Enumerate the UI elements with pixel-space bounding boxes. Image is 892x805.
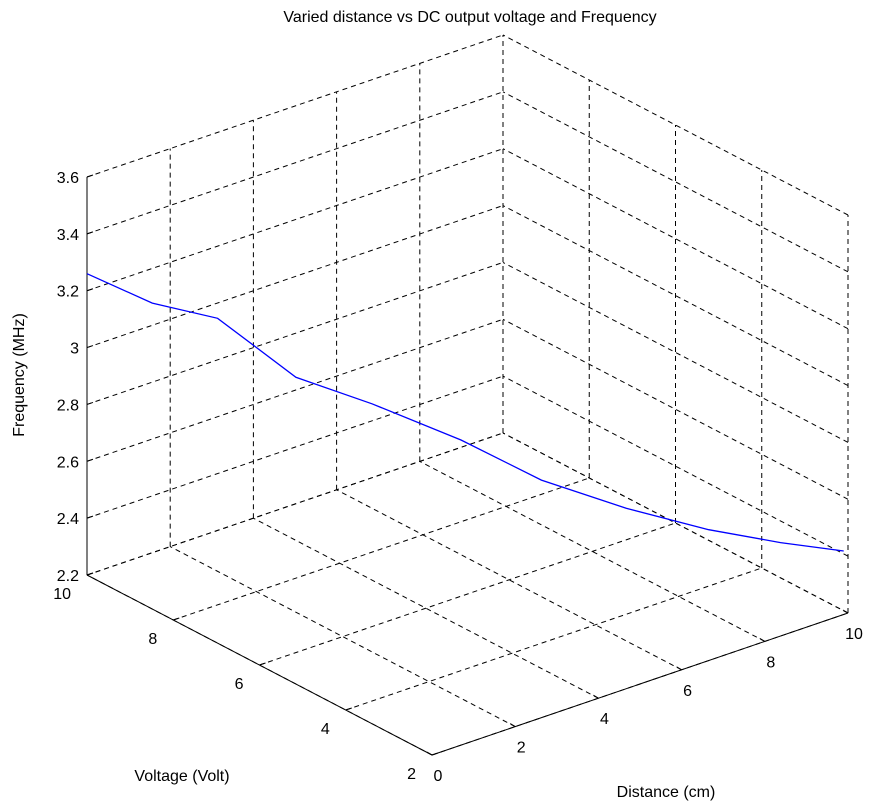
x-tick-mark <box>676 666 682 671</box>
back-wall-grid-line <box>86 91 504 235</box>
x-axis-label: Distance (cm) <box>617 784 716 801</box>
back-wall-grid-line <box>86 205 504 349</box>
x-tick-label: 4 <box>600 711 609 728</box>
back-wall-grid-line <box>86 375 504 519</box>
z-tick-mark <box>86 345 94 349</box>
x-tick-label: 2 <box>517 740 526 757</box>
z-tick-label: 3 <box>70 341 79 358</box>
y-tick-label: 4 <box>321 721 330 738</box>
back-wall-grid-line <box>86 318 504 462</box>
y-tick-mark <box>259 662 266 666</box>
y-tick-mark <box>431 752 439 756</box>
z-tick-mark <box>86 458 94 462</box>
side-wall-grid-line <box>502 432 849 614</box>
y-tick-label: 6 <box>235 676 244 693</box>
y-tick-label: 8 <box>148 631 157 648</box>
floor-grid-line <box>259 522 676 666</box>
z-tick-label: 2.4 <box>57 511 79 528</box>
floor-grid-line <box>419 460 766 642</box>
chart-title: Varied distance vs DC output voltage and… <box>283 9 656 26</box>
z-axis-label: Frequency (MHz) <box>11 313 28 437</box>
series-line <box>86 273 844 552</box>
y-tick-mark <box>173 617 180 621</box>
back-wall-grid-line <box>86 34 504 178</box>
axis-lines <box>86 174 849 756</box>
z-tick-label: 2.6 <box>57 454 79 471</box>
x-tick-mark <box>509 723 516 728</box>
x-tick-label: 6 <box>683 683 692 700</box>
side-wall-grid-line <box>502 261 849 443</box>
x-tick-mark <box>759 637 766 642</box>
z-tick-label: 3.4 <box>57 227 79 244</box>
y-tick-mark <box>345 707 352 711</box>
floor-grid-line <box>336 489 682 671</box>
x-tick-label: 8 <box>766 654 775 671</box>
y-tick-label: 2 <box>407 766 416 783</box>
back-wall-grid-line <box>86 432 504 576</box>
z-tick-mark <box>86 231 94 235</box>
side-wall-grid-line <box>502 34 849 216</box>
side-wall-grid-line <box>502 148 849 330</box>
floor-grid-line <box>345 567 762 711</box>
x-tick-mark <box>593 694 599 699</box>
z-tick-mark <box>86 288 94 292</box>
x-tick-label: 10 <box>845 626 863 643</box>
z-tick-label: 2.2 <box>57 568 79 585</box>
back-wall-grid-line <box>86 148 504 292</box>
grid-lines <box>86 34 849 756</box>
side-wall-grid-line <box>502 318 849 500</box>
y-axis-label: Voltage (Volt) <box>134 768 229 785</box>
data-series <box>86 273 844 552</box>
z-tick-label: 3.6 <box>57 170 79 187</box>
back-wall-grid-line <box>86 261 504 405</box>
z-tick-mark <box>86 515 94 519</box>
side-wall-grid-line <box>502 375 849 557</box>
floor-grid-line <box>169 546 516 728</box>
y-tick-label: 10 <box>53 586 71 603</box>
x-tick-label: 0 <box>434 768 443 785</box>
floor-grid-line <box>253 517 599 699</box>
x-axis-line <box>431 612 849 756</box>
x-tick-mark <box>426 751 433 756</box>
z-tick-mark <box>86 572 94 576</box>
z-tick-mark <box>86 401 94 405</box>
floor-grid-line <box>173 477 590 621</box>
z-tick-label: 3.2 <box>57 284 79 301</box>
z-tick-label: 2.8 <box>57 397 79 414</box>
z-tick-mark <box>86 174 94 178</box>
x-tick-mark <box>842 609 849 614</box>
side-wall-grid-line <box>502 205 849 387</box>
side-wall-grid-line <box>502 91 849 273</box>
